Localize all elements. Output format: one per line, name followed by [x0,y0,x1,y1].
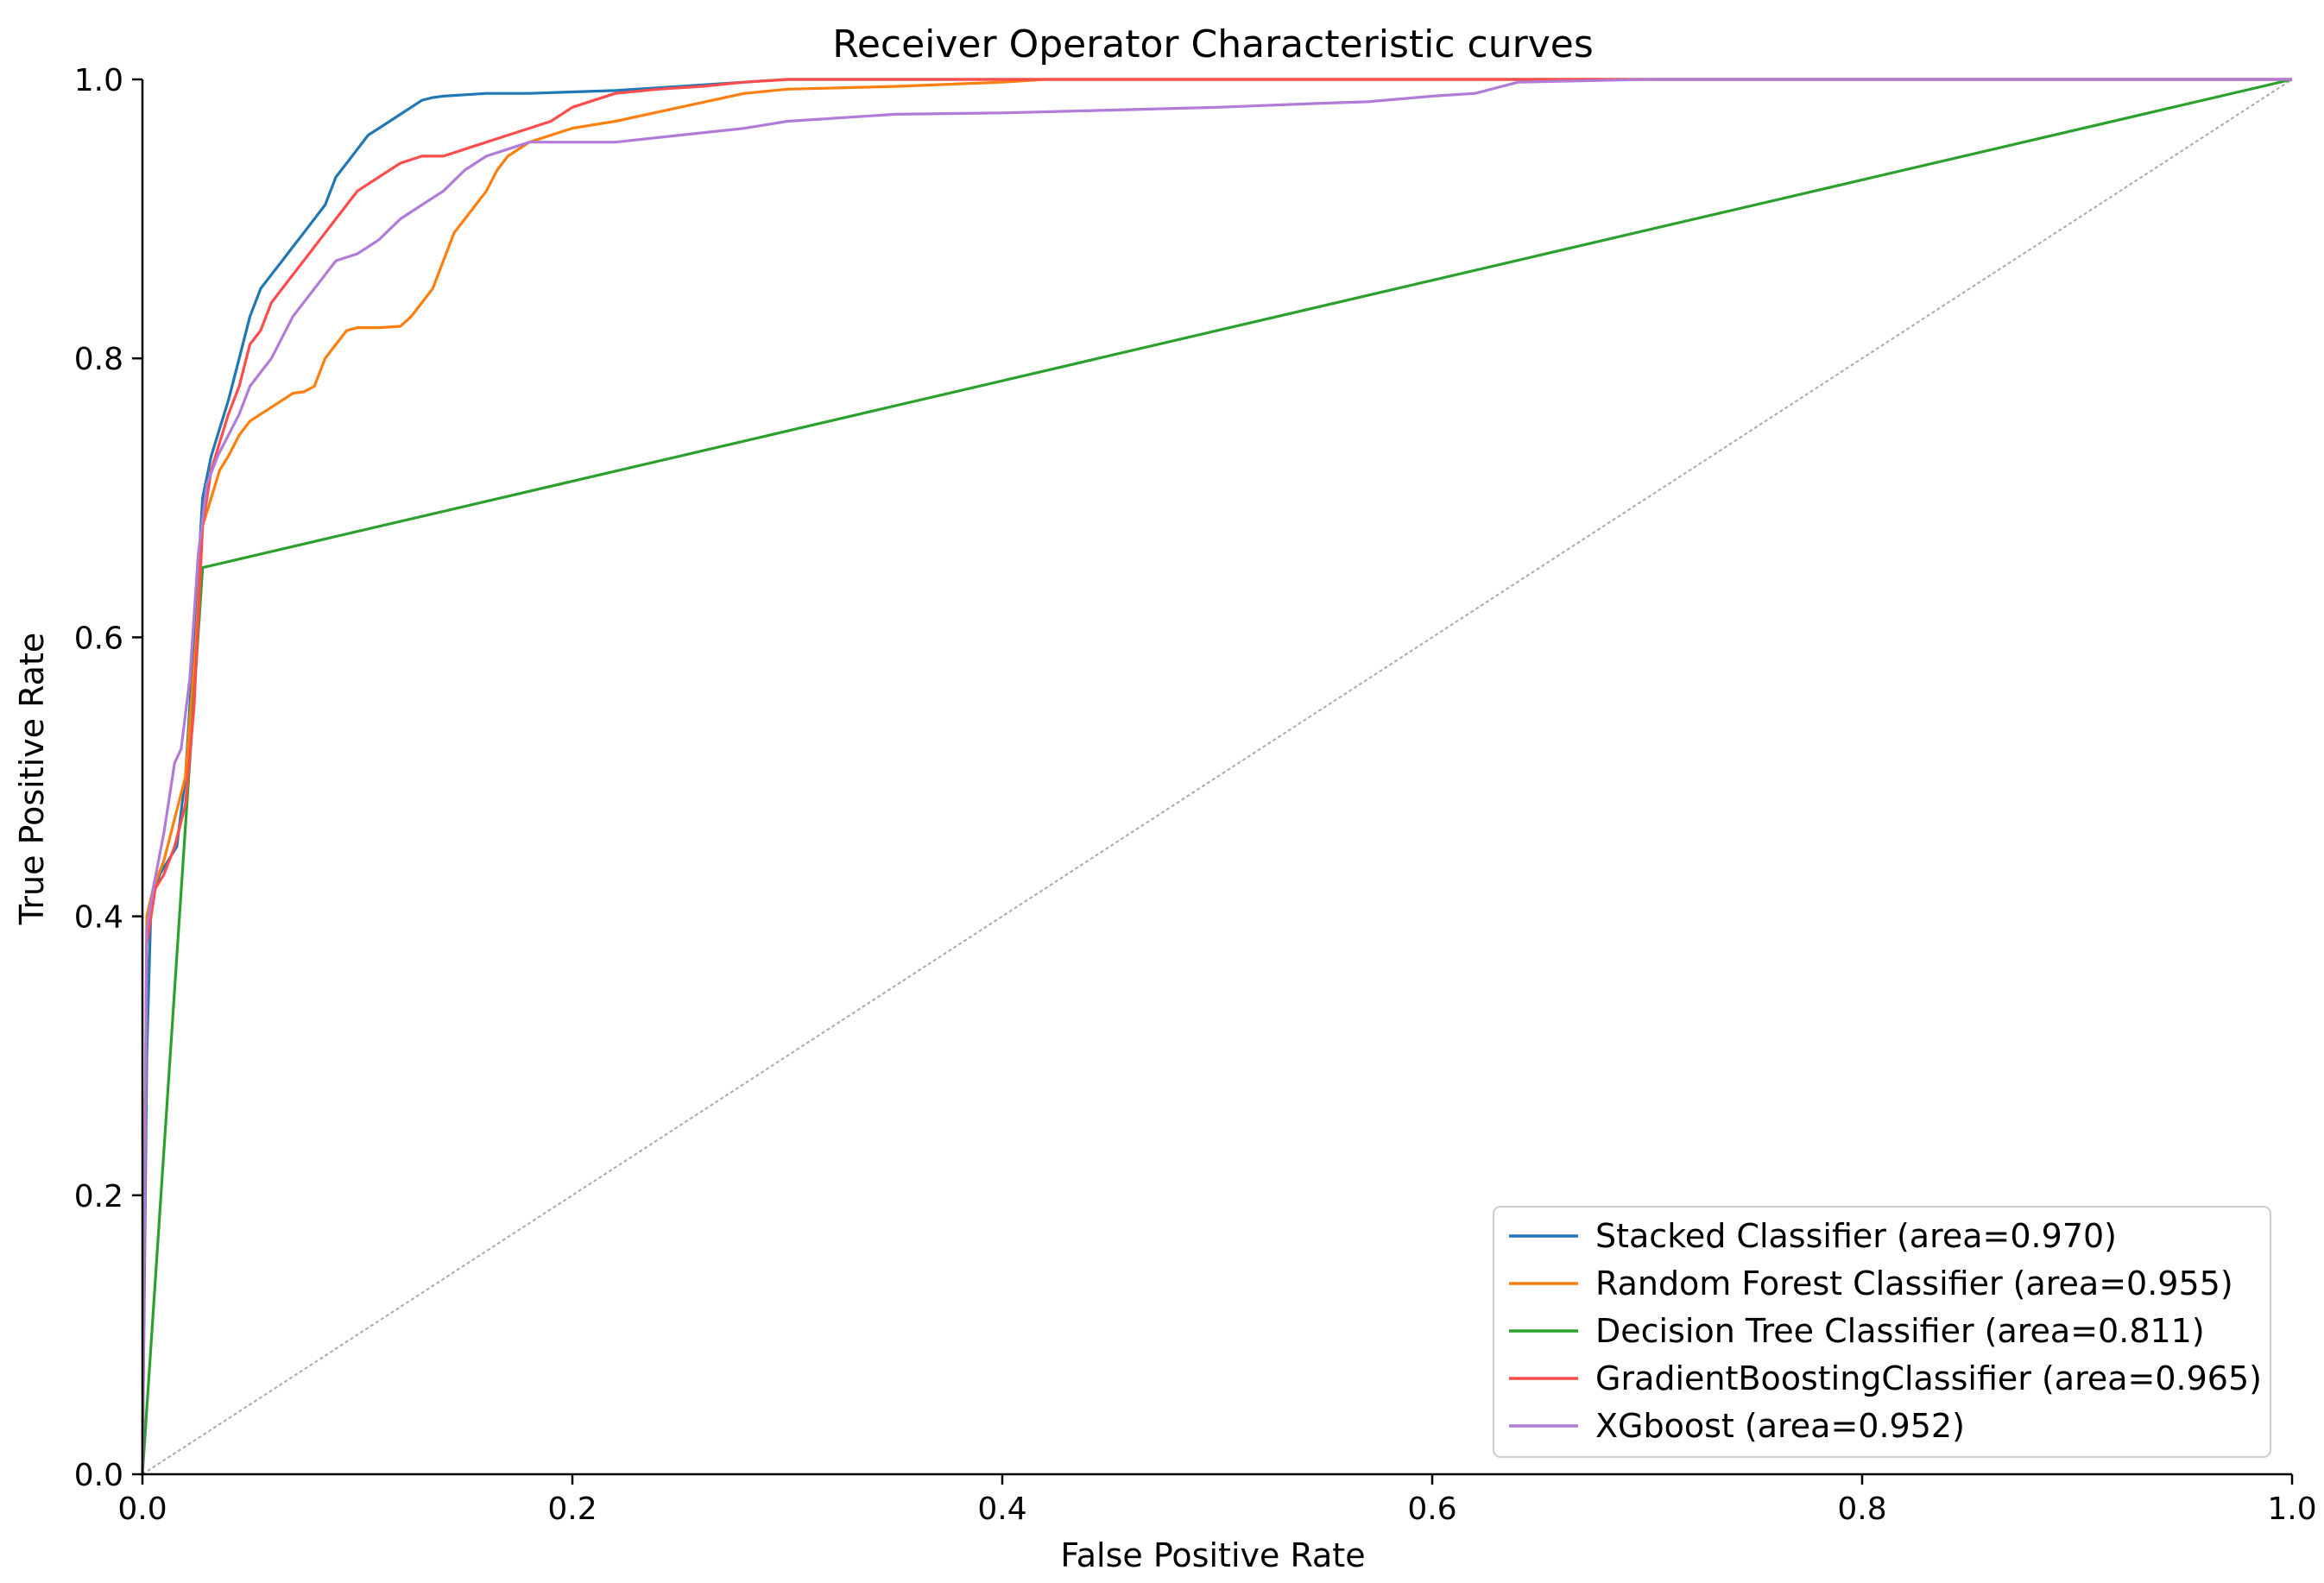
series-line-3 [141,78,2293,1475]
x-tick-label: 0.0 [117,1492,167,1527]
x-tick-label: 0.6 [1407,1492,1456,1527]
plot-area: 0.0 0.2 0.4 0.6 0.8 1.0 0.0 0.2 0.4 0.6 0.8 1.0 [74,63,2317,1527]
y-tick-label: 0.0 [74,1458,123,1493]
legend: Stacked Classifier (area=0.970) Random Fo… [1493,1206,2271,1458]
y-tick-label: 0.8 [74,342,123,377]
y-tick-label: 1.0 [74,63,123,98]
series-line-1 [141,78,2292,1475]
legend-box [1493,1206,2271,1458]
legend-items: Stacked Classifier (area=0.970) Random Fo… [1509,1217,2262,1445]
y-tick-label: 0.4 [74,900,123,936]
series-line-2 [141,78,2292,1475]
x-tick-label: 0.4 [977,1492,1026,1527]
x-tick-label: 1.0 [2267,1492,2316,1527]
series-line-4 [141,78,2292,1475]
chart-title: Receiver Operator Characteristic curves [832,22,1594,66]
series-layer [141,78,2293,1475]
legend-entry: Stacked Classifier (area=0.970) [1595,1217,2117,1255]
y-tick-label: 0.2 [74,1179,123,1214]
chance-reference-line [142,79,2293,1475]
x-tick-label: 0.8 [1837,1492,1886,1527]
y-axis-ticks: 0.0 0.2 0.4 0.6 0.8 1.0 [74,63,142,1493]
legend-entry: Random Forest Classifier (area=0.955) [1595,1265,2233,1302]
y-axis-title: True Positive Rate [13,633,51,926]
legend-entry: GradientBoostingClassifier (area=0.965) [1595,1359,2262,1397]
x-axis-title: False Positive Rate [1060,1536,1365,1574]
y-tick-label: 0.6 [74,621,123,656]
x-axis-ticks: 0.0 0.2 0.4 0.6 0.8 1.0 [117,1474,2317,1527]
series-line-5 [141,78,2292,1475]
x-tick-label: 0.2 [547,1492,597,1527]
legend-entry: Decision Tree Classifier (area=0.811) [1595,1312,2205,1350]
legend-entry: XGboost (area=0.952) [1595,1407,1965,1445]
